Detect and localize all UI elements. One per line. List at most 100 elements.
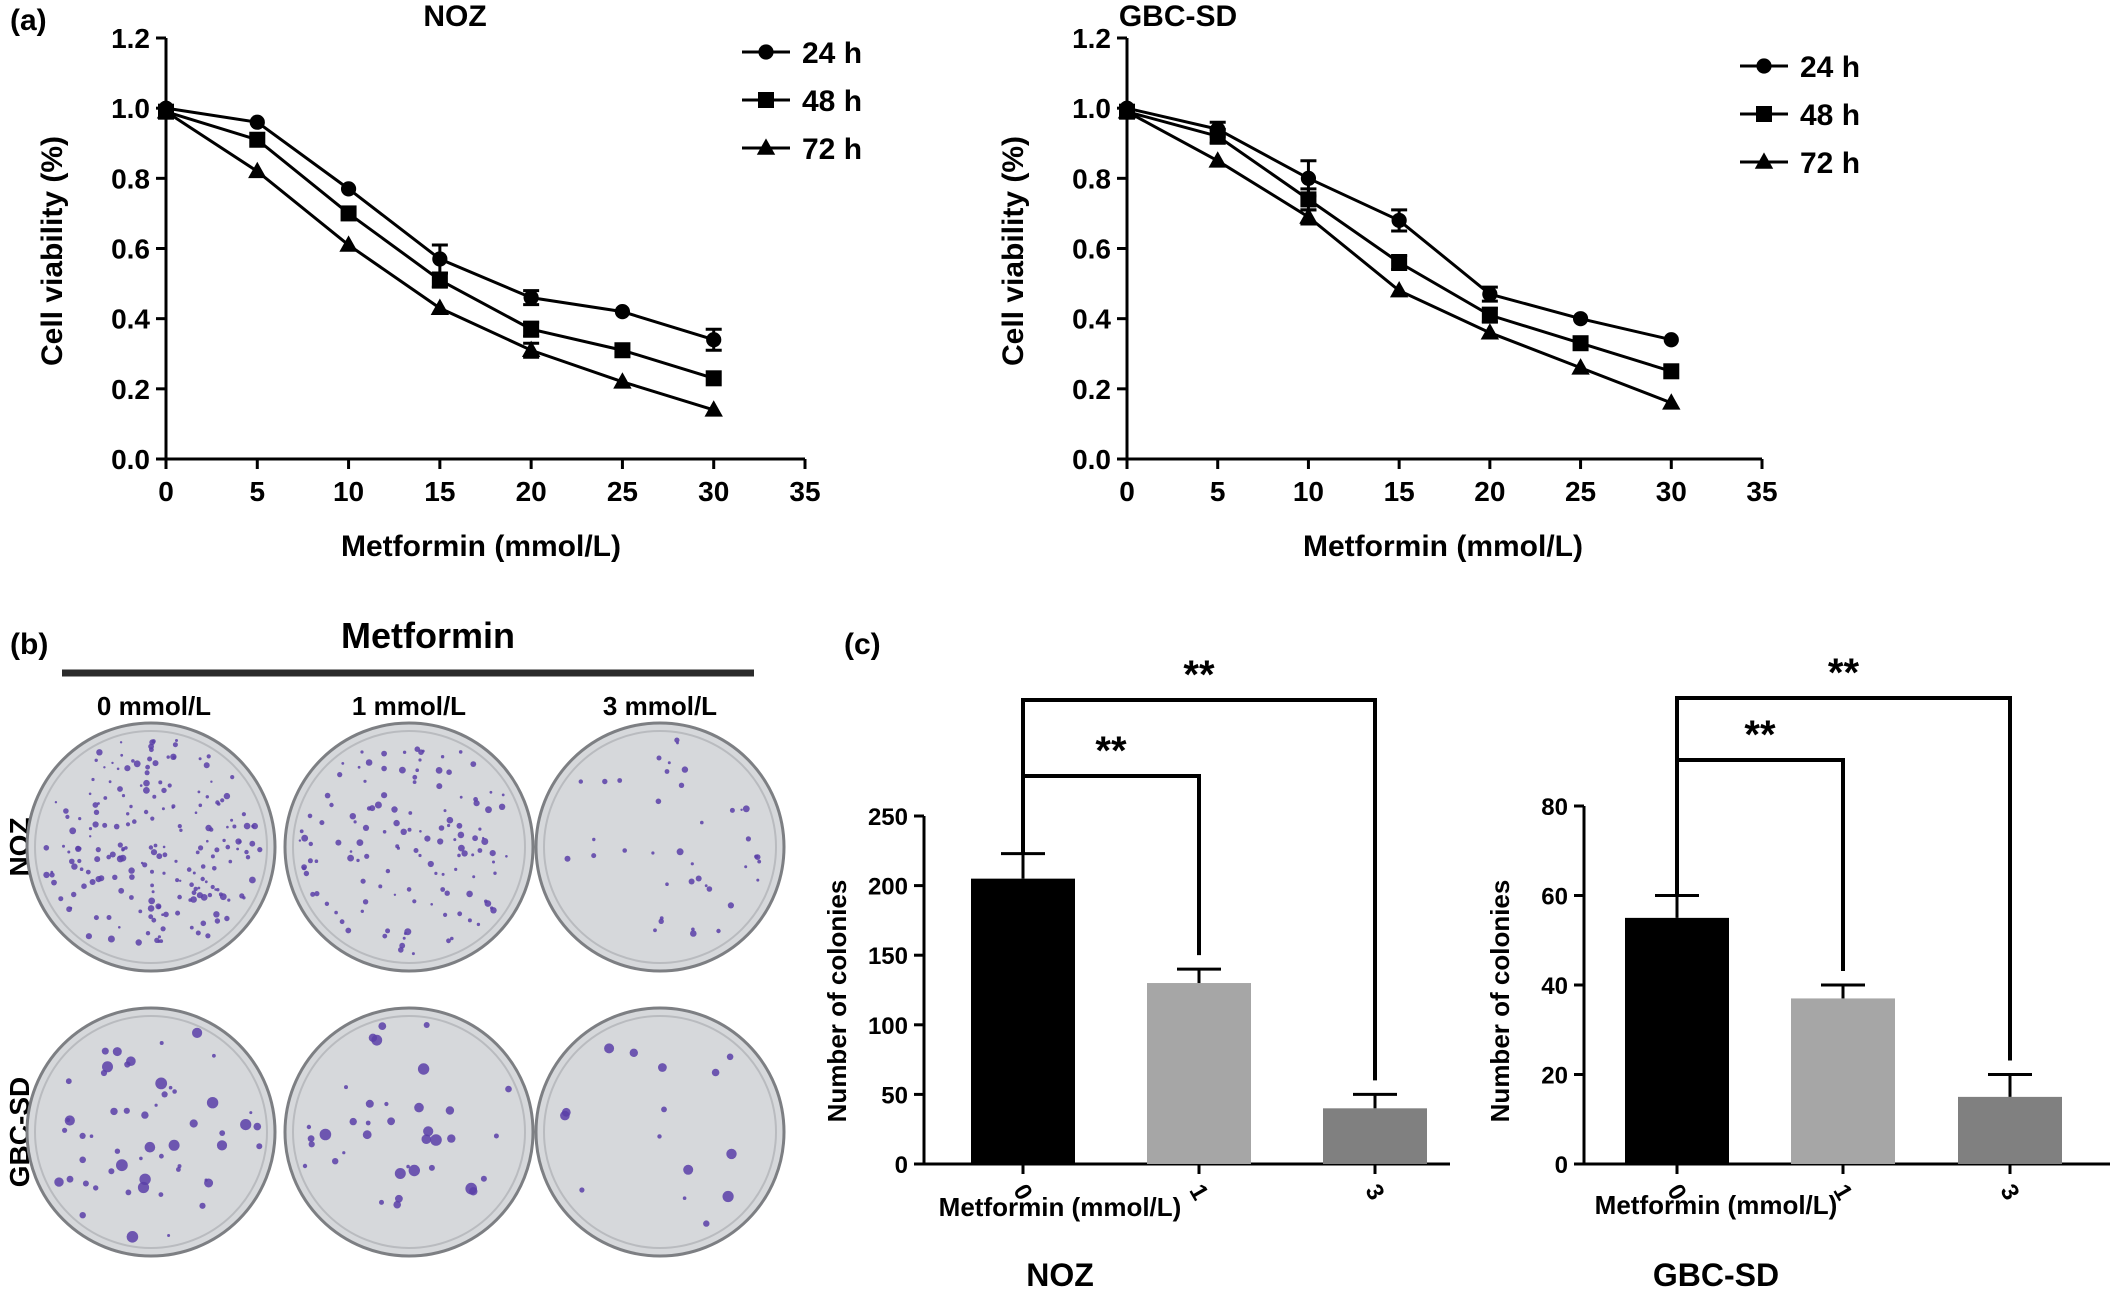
chart-noz-viability-xlabel: Metformin (mmol/L) [341,530,621,563]
colony [454,867,458,872]
colony [457,911,463,917]
y-tick-label: 0.0 [111,444,150,475]
bar-0 [1625,917,1729,1164]
colony [472,875,476,879]
colony [360,750,364,754]
colony [489,790,493,794]
legend-marker-circle [758,44,774,60]
colony [175,910,181,916]
colony [505,855,508,858]
colony [160,926,166,932]
colony [125,1189,132,1196]
colony [62,1127,68,1133]
chart-noz-colonies-title: NOZ [1026,1257,1094,1293]
x-tick-label: 35 [1746,476,1777,507]
legend-label: 72 h [802,133,862,166]
colony [228,859,233,864]
colony [303,870,310,877]
colony [334,910,338,915]
chart-gbcsd-colonies-title: GBC-SD [1653,1257,1779,1293]
data-point-circle [249,114,265,130]
y-tick-label: 0.4 [1072,304,1111,335]
colony [378,1022,387,1030]
colony [308,841,313,847]
colony [447,823,451,828]
legend-label: 48 h [1800,99,1860,132]
colony [703,1220,710,1227]
colony [414,746,421,752]
colony [374,801,382,809]
plate-dish [25,1006,277,1258]
colony [93,915,99,921]
colony [62,844,65,848]
colony [476,922,481,927]
colony [85,869,91,875]
colony [418,758,422,762]
colony [203,762,210,769]
colony [191,890,197,896]
colony [119,741,123,744]
colony [179,879,182,882]
colony [314,891,320,897]
data-point-circle [523,290,539,306]
colony [147,756,153,762]
colony [727,902,735,909]
colony [757,859,762,864]
significance-label: ** [1828,651,1860,695]
legend-marker-triangle [1754,152,1774,169]
y-tick-label: 1.0 [111,93,150,124]
plates-grid [25,721,786,1258]
colony [179,828,183,832]
colony [129,874,135,880]
colony [498,803,506,810]
colony [428,1164,435,1171]
legend-marker-triangle [756,138,776,155]
y-tick-label: 1.2 [111,23,150,54]
legend-marker-square [758,92,774,108]
colony [411,952,415,956]
colony [242,896,246,900]
colony [214,847,220,853]
y-tick-label: 0.2 [1072,374,1111,405]
colony [147,905,155,912]
colony [314,859,319,863]
colony [337,772,343,778]
y-tick-label: 0.8 [111,163,150,194]
colony [226,825,229,829]
data-point-square [705,370,722,387]
y-tick-label: 60 [1541,884,1568,911]
colony [382,830,387,834]
colony [112,874,118,880]
colony [132,819,137,824]
colony [443,912,448,918]
data-point-circle [340,181,357,197]
colony [430,903,434,906]
colony [126,1231,139,1243]
colony [369,805,376,812]
colony [93,1185,99,1191]
colony [560,1110,570,1121]
colony [362,824,370,832]
colony [120,753,124,757]
data-point-square [431,272,448,289]
colony [150,849,158,856]
colony [443,809,447,813]
colony [414,1102,424,1113]
colony [148,845,154,850]
significance-bracket [1021,698,1377,1081]
chart-gbcsd-viability-ylabel: Cell viability (%) [997,136,1030,366]
x-tick-label: 3 [1995,1180,2025,1205]
colony [102,1061,113,1073]
colony [111,761,114,765]
colony [162,845,166,849]
colony [153,843,158,848]
colony [441,872,445,876]
colony [128,867,135,874]
colony [88,792,92,796]
colony [216,1140,228,1151]
data-point-triangle [430,298,450,315]
colony [199,1202,206,1209]
x-tick-label: 30 [1656,476,1687,507]
colony [402,936,406,940]
colony [189,882,194,887]
